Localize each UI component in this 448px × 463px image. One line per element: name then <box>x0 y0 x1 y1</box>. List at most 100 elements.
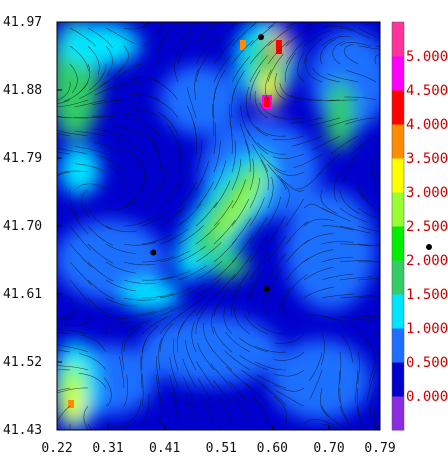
streamline <box>213 326 233 353</box>
streamline <box>141 338 148 371</box>
x-axis-ticks: 0.22 0.31 0.41 0.51 0.60 0.70 0.79 <box>41 425 396 456</box>
streamline <box>159 205 186 227</box>
streamline <box>186 105 197 137</box>
streamline <box>290 117 323 124</box>
streamline <box>177 296 204 317</box>
colorbar-swatch <box>392 294 404 329</box>
streamline <box>230 122 233 155</box>
streamline <box>213 122 216 155</box>
streamline <box>169 357 179 389</box>
streamline <box>195 261 223 281</box>
streamline <box>195 22 215 47</box>
streamline <box>249 177 260 209</box>
streamline <box>305 58 323 83</box>
colorbar-frame <box>391 21 405 431</box>
streamline <box>357 45 380 50</box>
streamline <box>74 130 107 137</box>
streamline <box>155 374 161 407</box>
streamline <box>74 99 107 108</box>
streamline <box>177 321 186 353</box>
colorbar-swatch <box>392 260 404 295</box>
streamline <box>196 361 215 389</box>
streamline <box>177 265 207 281</box>
streamline <box>114 63 143 81</box>
streamline <box>123 374 128 407</box>
streamline <box>339 260 372 263</box>
streamline <box>57 130 89 137</box>
streamline <box>159 270 191 281</box>
streamline <box>357 261 380 263</box>
streamline <box>339 294 372 299</box>
streamline <box>105 297 137 307</box>
streamline <box>75 163 107 173</box>
streamline <box>311 135 341 151</box>
streamline <box>274 72 287 101</box>
streamline <box>267 164 287 191</box>
streamline <box>69 63 78 93</box>
streamline <box>274 396 287 425</box>
streamline <box>57 331 71 335</box>
streamline <box>57 365 89 371</box>
streamline <box>267 176 274 209</box>
streamline <box>267 22 277 29</box>
streamline <box>177 245 206 263</box>
streamline <box>105 27 135 44</box>
streamline <box>80 334 107 353</box>
streamline <box>193 122 197 155</box>
colorbar-label: 5.000 <box>406 49 448 65</box>
streamline <box>254 90 269 119</box>
streamline <box>177 22 194 47</box>
streamline <box>303 249 334 263</box>
streamline <box>123 310 156 317</box>
streamline <box>291 135 323 147</box>
streamline <box>249 69 261 101</box>
streamline <box>57 170 89 176</box>
streamline <box>280 179 290 209</box>
streamline <box>257 142 287 155</box>
streamline <box>321 25 354 31</box>
streamline <box>87 423 93 430</box>
colorbar-dot <box>426 244 432 250</box>
streamline <box>195 160 209 191</box>
streamline <box>69 424 71 430</box>
streamline <box>57 99 89 107</box>
x-tick-label: 0.41 <box>149 441 180 456</box>
streamline <box>229 381 251 407</box>
colorbar-swatch <box>392 192 404 227</box>
streamline <box>231 286 242 317</box>
streamline <box>355 369 359 402</box>
streamline <box>223 304 233 335</box>
streamline <box>272 153 305 159</box>
streamline <box>123 183 143 209</box>
streamline <box>256 322 287 335</box>
streamline <box>87 27 113 49</box>
streamline <box>195 292 218 317</box>
streamline <box>267 216 286 245</box>
streamline <box>344 96 377 101</box>
streamline <box>177 140 181 173</box>
streamline <box>169 375 179 407</box>
streamline <box>213 273 236 299</box>
streamline <box>153 80 179 101</box>
streamline <box>231 140 236 173</box>
streamline <box>327 117 359 128</box>
streamline <box>105 225 138 233</box>
streamline <box>123 326 141 353</box>
streamline <box>129 77 161 83</box>
streamline <box>110 98 143 102</box>
colorbar-label: 4.500 <box>406 83 448 99</box>
streamline <box>303 233 334 245</box>
streamline <box>185 393 197 425</box>
streamline <box>159 301 189 317</box>
streamline <box>63 81 89 102</box>
streamline <box>321 333 325 366</box>
streamline <box>267 269 283 299</box>
streamline <box>213 86 217 119</box>
streamline <box>357 171 369 201</box>
streamline <box>240 105 251 137</box>
colorbar-label: 0.500 <box>406 355 448 371</box>
streamline <box>141 209 170 227</box>
colorbar-swatch <box>392 56 404 91</box>
streamline <box>249 216 268 245</box>
streamline <box>259 102 287 119</box>
